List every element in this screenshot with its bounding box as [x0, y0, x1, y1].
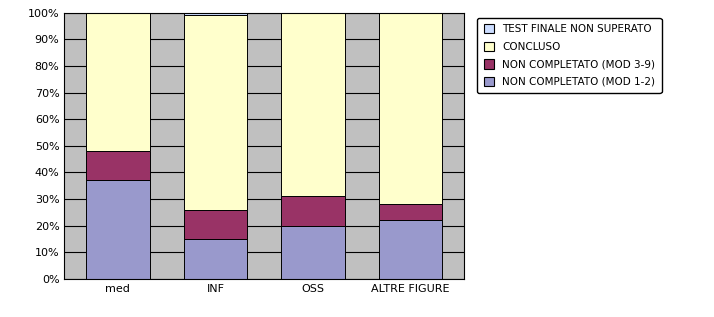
- Bar: [183, 239, 247, 279]
- Bar: [281, 226, 345, 279]
- Bar: [86, 13, 150, 151]
- Bar: [378, 13, 442, 204]
- Bar: [281, 197, 345, 226]
- Bar: [183, 13, 247, 15]
- Bar: [183, 210, 247, 239]
- Bar: [86, 151, 150, 180]
- Bar: [378, 220, 442, 279]
- Legend: TEST FINALE NON SUPERATO, CONCLUSO, NON COMPLETATO (MOD 3-9), NON COMPLETATO (MO: TEST FINALE NON SUPERATO, CONCLUSO, NON …: [477, 18, 662, 93]
- Bar: [378, 204, 442, 220]
- Bar: [281, 13, 345, 197]
- Bar: [183, 15, 247, 210]
- Bar: [86, 180, 150, 279]
